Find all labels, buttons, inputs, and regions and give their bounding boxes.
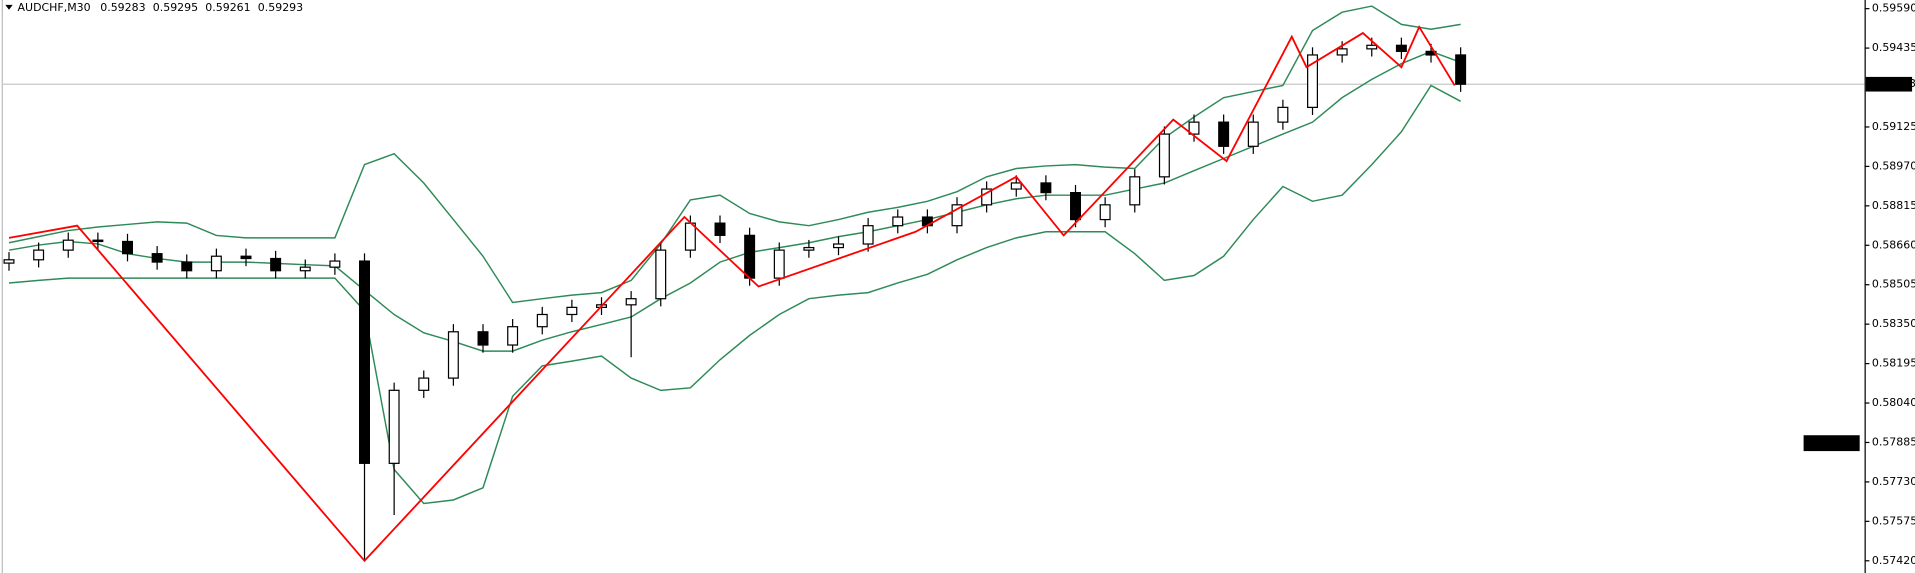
bollinger-band [8, 5, 1461, 304]
candle-body [714, 222, 726, 236]
current-price-label: 0.59293 [1871, 77, 1915, 90]
candle-body [477, 331, 489, 346]
candle-body [862, 225, 874, 245]
candle-body [744, 234, 756, 279]
y-tick-label: 0.58505 [1872, 278, 1915, 291]
candle-body [210, 255, 222, 272]
ohlc-low: 0.59261 [205, 1, 250, 14]
candle-body [1099, 204, 1111, 221]
candle-body [62, 239, 74, 251]
candle-body [1455, 54, 1467, 85]
candle-body [1218, 121, 1230, 147]
bollinger-band [8, 50, 1461, 352]
candle-body [388, 389, 400, 464]
y-tick-label: 0.57885 [1872, 435, 1915, 448]
y-tick-label: 0.58660 [1872, 238, 1915, 251]
annotation-box [1803, 435, 1860, 452]
candle-body [1366, 44, 1378, 50]
candle-body [536, 313, 548, 328]
candle-body [3, 259, 15, 264]
candle-body [507, 326, 519, 346]
candle-body [181, 261, 193, 272]
candle-body [33, 249, 45, 261]
candle-body [1010, 182, 1022, 190]
candle-body [1395, 44, 1407, 53]
candle-body [447, 331, 459, 379]
candle-body [359, 260, 370, 464]
y-tick-label: 0.59435 [1872, 41, 1915, 54]
ohlc-high: 0.59295 [153, 1, 198, 14]
y-tick-label: 0.58970 [1872, 159, 1915, 172]
menu-arrow[interactable] [5, 4, 13, 10]
candle-body [270, 257, 282, 272]
candle-body [92, 239, 104, 243]
annotation: BB ON [1814, 436, 1849, 449]
candle-body [240, 255, 252, 260]
candle-body [1188, 121, 1200, 135]
candle-body [773, 249, 785, 279]
candle-body [1129, 176, 1141, 206]
y-tick-label: 0.57730 [1872, 475, 1915, 488]
ohlc-close: 0.59293 [258, 1, 303, 14]
candle-body [892, 216, 904, 227]
candle-body [1040, 182, 1052, 194]
candle-body [1070, 192, 1081, 221]
candle-body [1277, 106, 1289, 123]
candle-body [981, 188, 993, 206]
current-price-box [1865, 76, 1913, 92]
y-tick-label: 0.57420 [1872, 554, 1915, 567]
candle-body [151, 253, 163, 263]
symbol: AUDCHF,M30 [18, 1, 91, 14]
candle-body [625, 298, 637, 306]
y-tick-label: 0.57575 [1872, 514, 1915, 527]
candle-body [1336, 48, 1348, 56]
ohlc-open: 0.59283 [100, 1, 145, 14]
y-tick-label: 0.58195 [1872, 357, 1915, 370]
y-tick-label: 0.58815 [1872, 199, 1915, 212]
candle-body [566, 306, 578, 316]
candle-body [684, 222, 696, 251]
candle-body [1307, 54, 1319, 108]
y-tick-label: 0.58040 [1872, 396, 1915, 409]
candle-body [1247, 121, 1259, 147]
y-tick-label: 0.59125 [1872, 120, 1915, 133]
candle-body [1158, 133, 1170, 178]
y-tick-label: 0.59590 [1872, 2, 1915, 15]
chart-header: AUDCHF,M30 0.59283 0.59295 0.59261 0.592… [18, 1, 304, 14]
zigzag-line [8, 24, 1456, 563]
candle-body [418, 377, 430, 391]
candle-body [833, 243, 844, 249]
candle-body [803, 246, 815, 251]
candle-body [329, 260, 341, 268]
candle-body [951, 204, 963, 227]
candle-body [299, 266, 311, 272]
candle-body [655, 249, 667, 300]
bollinger-band [8, 84, 1461, 505]
candle-body [122, 240, 133, 255]
y-tick-label: 0.58350 [1872, 317, 1915, 330]
